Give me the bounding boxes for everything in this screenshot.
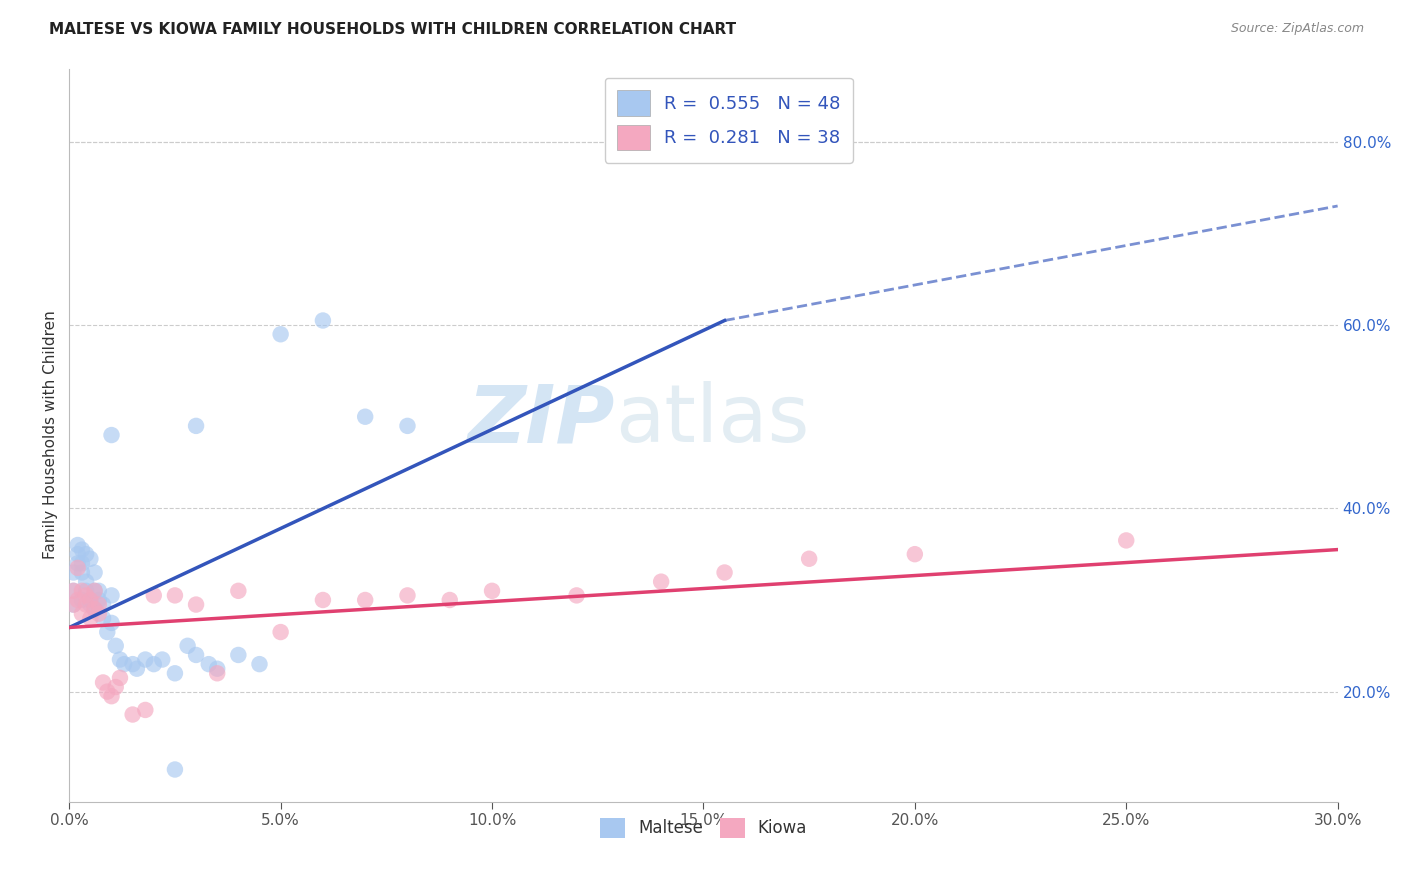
Point (70, 566, 93, 580)
Point (163, 666, 186, 681)
Point (70, 557, 93, 571)
Point (396, 418, 419, 433)
Point (83, 566, 105, 580)
Point (83, 602, 105, 616)
Point (83, 583, 105, 598)
Point (79, 593, 101, 607)
Point (205, 666, 228, 681)
Point (79, 593, 101, 607)
Point (312, 313, 335, 327)
Point (1115, 533, 1137, 548)
Point (66, 547, 89, 561)
Point (108, 671, 131, 685)
Point (142, 588, 165, 602)
Point (121, 657, 143, 672)
Point (83, 583, 105, 598)
Point (565, 588, 588, 602)
Point (176, 639, 198, 653)
Point (87, 607, 110, 621)
Point (150, 652, 173, 666)
Point (270, 625, 292, 640)
Point (75, 547, 97, 561)
Point (270, 327, 292, 342)
Point (396, 588, 419, 602)
Point (91, 598, 114, 612)
Point (142, 657, 165, 672)
Point (70, 607, 93, 621)
Point (70, 542, 93, 557)
Point (87, 583, 110, 598)
Point (481, 583, 503, 598)
Point (100, 689, 122, 703)
Point (228, 583, 250, 598)
Point (87, 593, 110, 607)
Point (163, 763, 186, 777)
Point (100, 588, 122, 602)
Point (79, 611, 101, 625)
Point (79, 551, 101, 566)
Text: MALTESE VS KIOWA FAMILY HOUSEHOLDS WITH CHILDREN CORRELATION CHART: MALTESE VS KIOWA FAMILY HOUSEHOLDS WITH … (49, 22, 737, 37)
Point (713, 566, 735, 580)
Point (66, 593, 89, 607)
Point (134, 703, 156, 717)
Point (75, 574, 97, 589)
Point (650, 574, 672, 589)
Text: ZIP: ZIP (467, 382, 614, 459)
Point (184, 648, 207, 662)
Point (249, 657, 271, 672)
Point (79, 598, 101, 612)
Point (112, 657, 135, 672)
Point (797, 551, 820, 566)
Point (121, 707, 143, 722)
Point (83, 602, 105, 616)
Point (75, 583, 97, 598)
Point (70, 583, 93, 598)
Point (125, 662, 148, 676)
Point (312, 593, 335, 607)
Point (75, 598, 97, 612)
Point (70, 593, 93, 607)
Point (354, 409, 377, 424)
Point (62, 566, 84, 580)
Text: Source: ZipAtlas.com: Source: ZipAtlas.com (1230, 22, 1364, 36)
Point (354, 593, 377, 607)
Y-axis label: Family Households with Children: Family Households with Children (44, 310, 58, 559)
Point (439, 593, 461, 607)
Point (184, 418, 207, 433)
Text: atlas: atlas (614, 382, 808, 459)
Point (66, 561, 89, 575)
Point (904, 547, 927, 561)
Legend: Maltese, Kiowa: Maltese, Kiowa (593, 811, 814, 845)
Point (87, 598, 110, 612)
Point (228, 648, 250, 662)
Point (197, 657, 219, 672)
Point (62, 583, 84, 598)
Point (100, 428, 122, 442)
Point (108, 652, 131, 666)
Point (96, 625, 118, 640)
Point (62, 598, 84, 612)
Point (66, 557, 89, 571)
Point (163, 588, 186, 602)
Point (91, 675, 114, 690)
Point (104, 680, 127, 694)
Point (75, 588, 97, 602)
Point (100, 615, 122, 630)
Point (104, 639, 127, 653)
Point (184, 598, 207, 612)
Point (205, 662, 228, 676)
Point (91, 611, 114, 625)
Point (62, 598, 84, 612)
Point (134, 652, 156, 666)
Point (66, 538, 89, 552)
Point (62, 583, 84, 598)
Point (96, 684, 118, 698)
